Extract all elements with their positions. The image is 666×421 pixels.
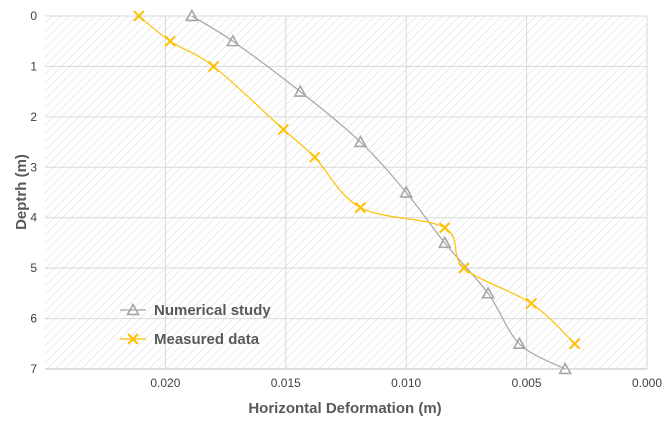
- y-tick-label: 6: [30, 312, 37, 326]
- y-tick-label: 5: [30, 261, 37, 275]
- measured-data-point: [354, 201, 367, 214]
- plot-area: [45, 16, 647, 369]
- x-tick-label: 0.020: [150, 376, 180, 390]
- numerical-study-point: [293, 84, 308, 97]
- y-tick-label: 2: [30, 110, 37, 124]
- measured-data-point: [133, 10, 145, 22]
- numerical-study-point: [399, 185, 414, 198]
- x-tick-labels: 0.020 0.015 0.010 0.005 0.000: [150, 376, 662, 390]
- legend-marker: [127, 333, 139, 345]
- measured-data-point: [207, 60, 220, 73]
- x-tick-label: 0.015: [271, 376, 301, 390]
- legend-label: Measured data: [154, 331, 260, 348]
- numerical-study-point: [558, 361, 572, 375]
- measured-data-point: [164, 35, 176, 47]
- series-layer: [133, 8, 581, 375]
- y-tick-label: 3: [30, 160, 37, 174]
- grid-lines: [45, 15, 648, 370]
- measured-data-point: [458, 262, 470, 274]
- x-tick-label: 0.005: [512, 376, 542, 390]
- numerical-study-point: [225, 34, 240, 47]
- numerical-study-point: [353, 134, 368, 148]
- y-tick-labels: 0 1 2 3 4 5 6 7: [30, 9, 37, 376]
- y-tick-label: 1: [30, 59, 37, 73]
- measured-data-point: [308, 151, 321, 163]
- legend-label: Numerical study: [154, 302, 271, 319]
- y-tick-label: 7: [30, 362, 37, 376]
- x-axis-title: Horizontal Deformation (m): [248, 400, 441, 417]
- measured-data-point: [569, 338, 581, 350]
- measured-data-line: [138, 15, 576, 345]
- numerical-study-point: [512, 336, 527, 349]
- legend-marker: [126, 302, 140, 316]
- measured-data-point: [525, 297, 538, 310]
- y-tick-label: 0: [30, 9, 37, 23]
- measured-data-point: [277, 123, 290, 136]
- legend-item-numerical-study: Numerical study: [120, 302, 271, 319]
- y-axis-title: Deptrh (m): [13, 154, 30, 230]
- legend-item-measured-data: Measured data: [120, 331, 260, 348]
- y-tick-label: 4: [30, 211, 37, 225]
- x-tick-label: 0.000: [632, 376, 662, 390]
- numerical-study-point: [437, 235, 452, 249]
- measured-data-point: [439, 222, 451, 234]
- legend: Numerical study Measured data: [120, 302, 271, 348]
- numerical-study-point: [185, 8, 199, 22]
- x-tick-label: 0.010: [391, 376, 421, 390]
- numerical-study-point: [481, 286, 495, 299]
